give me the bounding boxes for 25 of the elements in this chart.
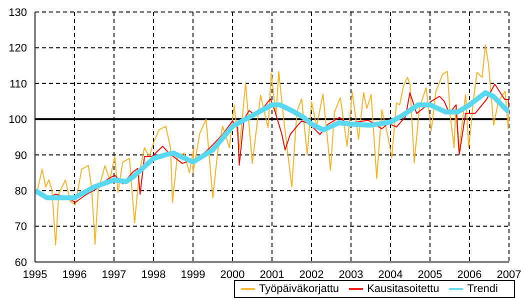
- legend-label: Työpäiväkorjattu: [258, 282, 340, 295]
- x-tick-label: 2005: [418, 268, 442, 281]
- y-tick-label: 110: [9, 78, 27, 90]
- line-series: [36, 44, 509, 246]
- x-tick-label: 2007: [496, 268, 522, 281]
- y-tick-label: 100: [8, 114, 27, 126]
- x-tick-label: 1997: [102, 268, 126, 281]
- x-tick-label: 2002: [299, 268, 324, 281]
- y-tick-label: 70: [14, 221, 27, 234]
- x-tick-label: 1995: [22, 268, 48, 281]
- x-tick-label: 1996: [62, 268, 87, 281]
- legend-label: Trendi: [467, 282, 498, 295]
- x-tick-label: 2001: [260, 268, 284, 281]
- legend-label: Kausitasoitettu: [367, 282, 440, 295]
- x-tick-label: 2004: [378, 268, 403, 281]
- x-tick-label: 1999: [180, 268, 206, 281]
- y-tick-label: 90: [14, 150, 27, 162]
- x-tick-label: 2006: [457, 268, 482, 281]
- x-tick-label: 2003: [338, 268, 364, 281]
- y-tick-label: 80: [14, 185, 27, 198]
- y-tick-label: 60: [14, 256, 27, 269]
- x-tick-label: 1998: [141, 268, 166, 281]
- y-tick-label: 130: [8, 6, 27, 19]
- y-tick-label: 120: [8, 42, 27, 55]
- x-tick-label: 2000: [220, 268, 245, 281]
